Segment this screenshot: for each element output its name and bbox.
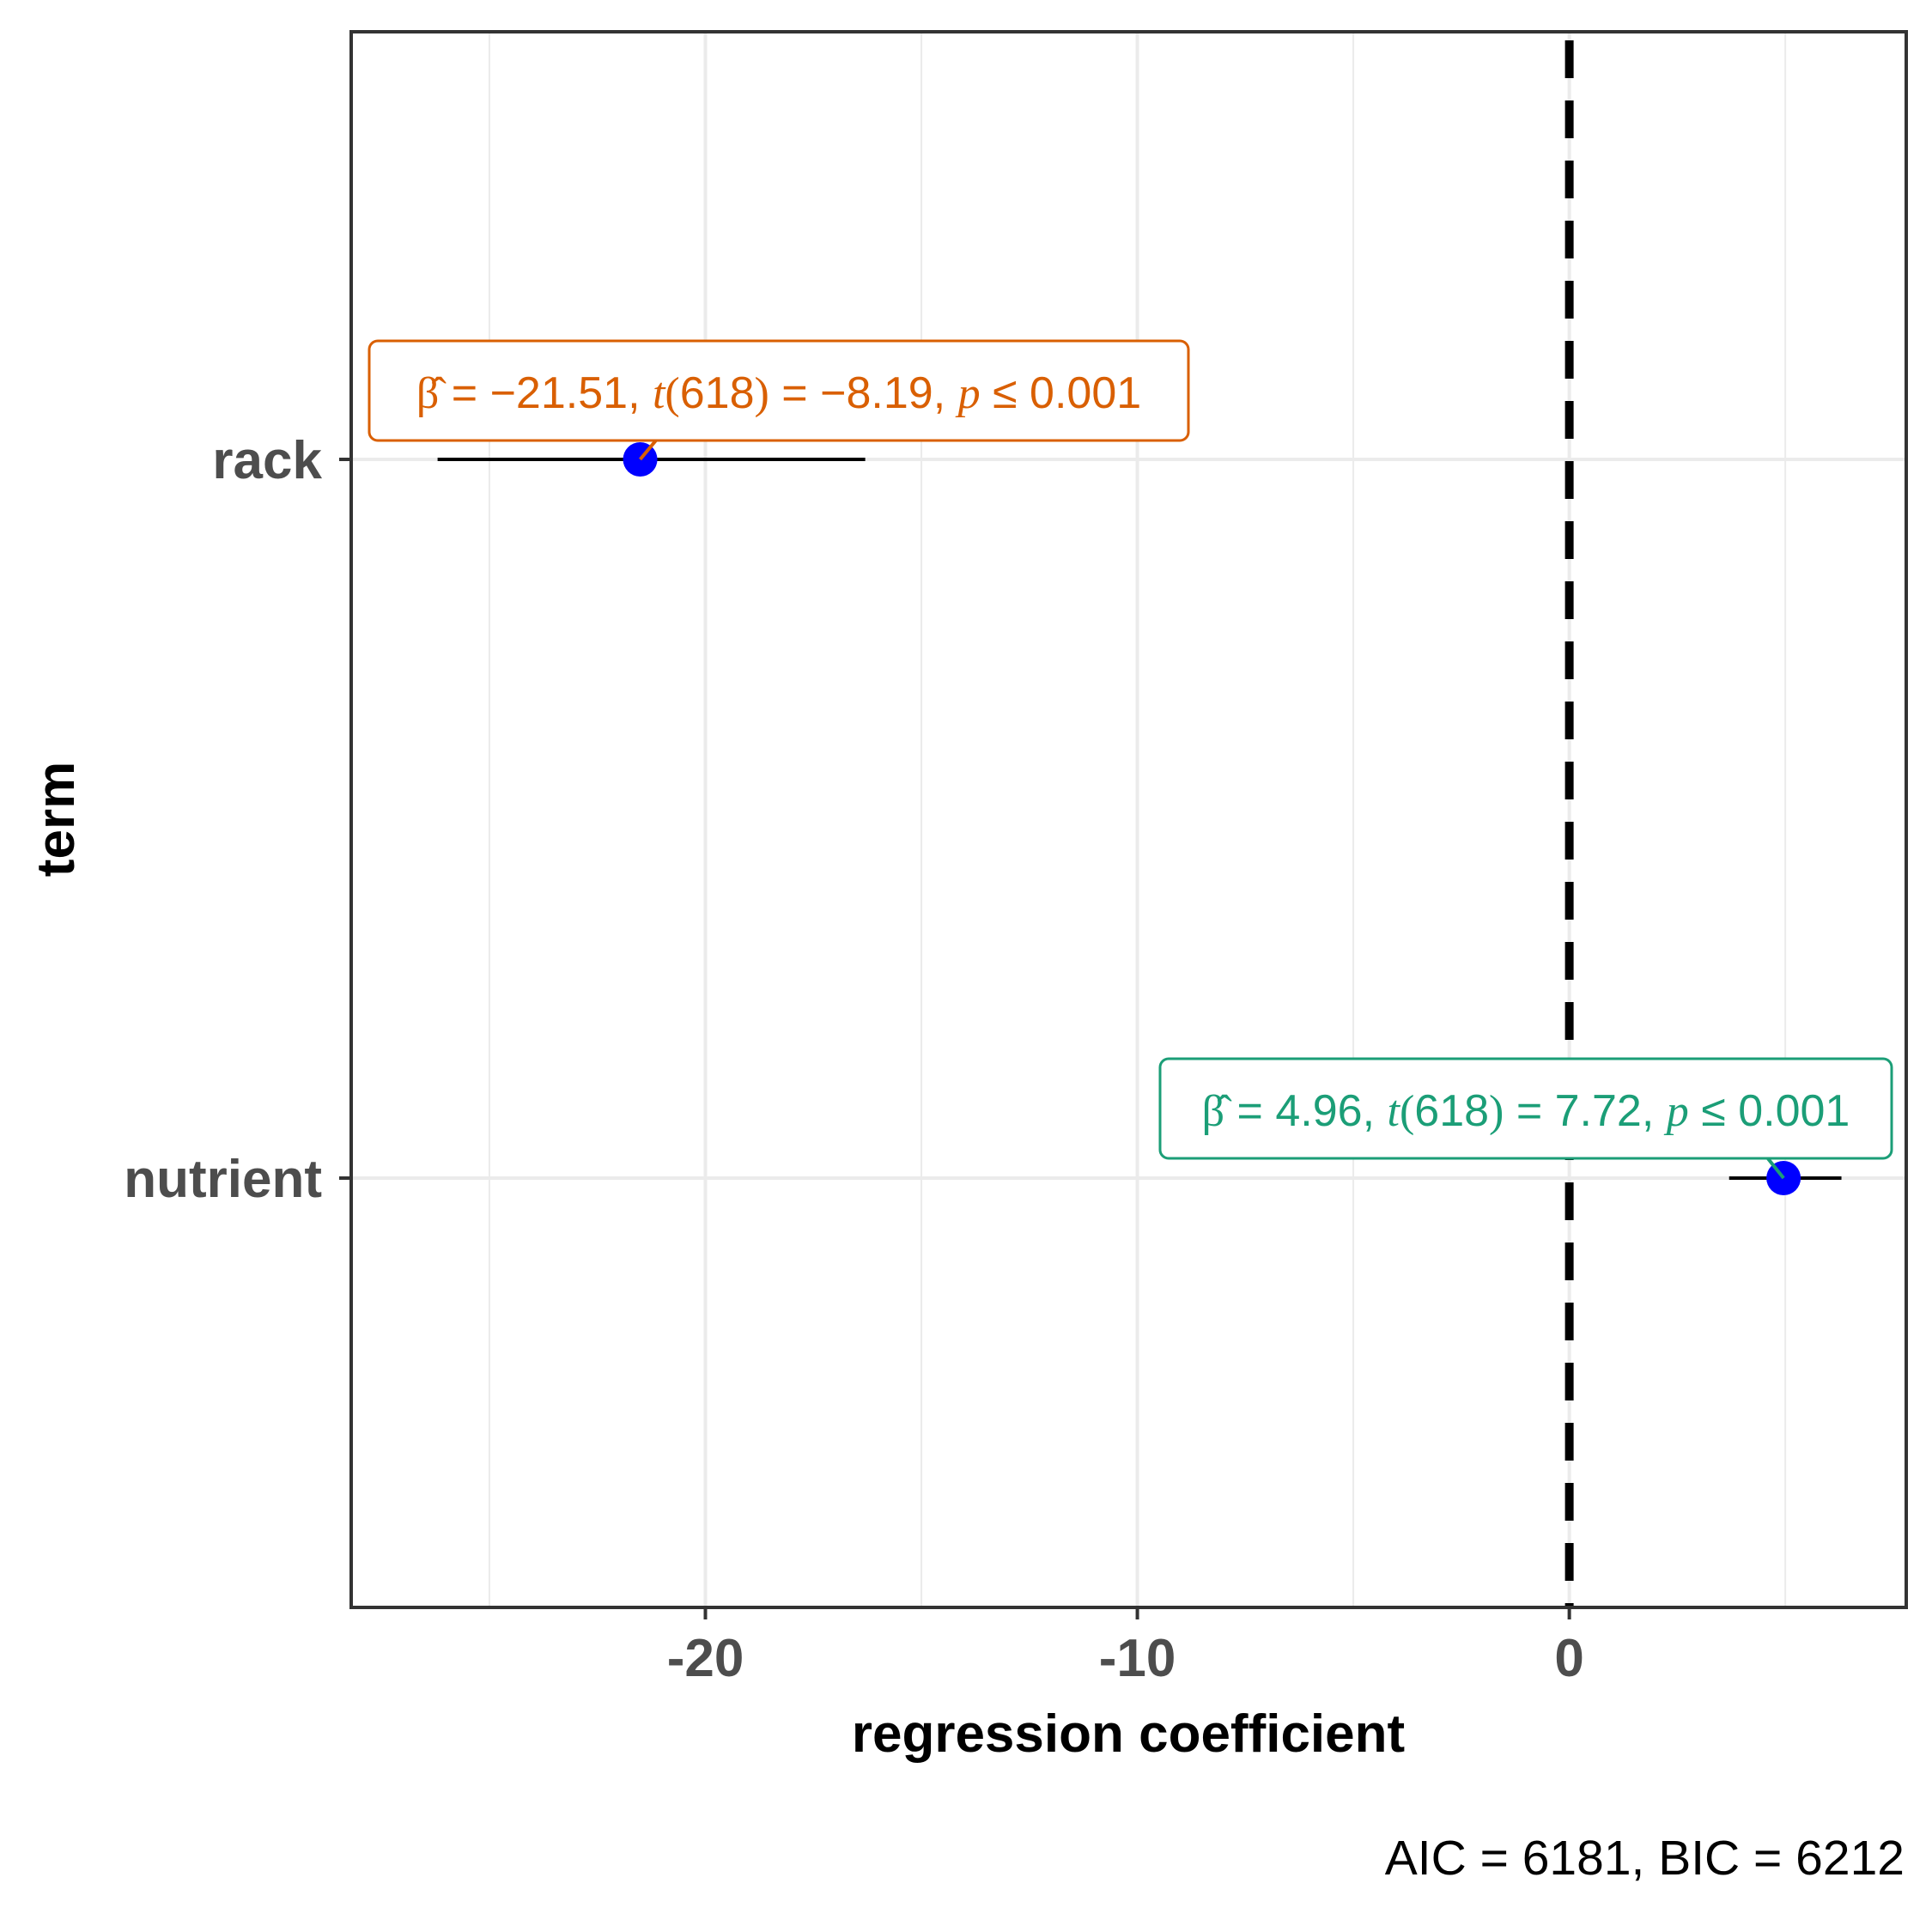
label-leader-rack: [639, 437, 659, 461]
y-axis-title: term: [27, 762, 86, 877]
label-box-rack: [368, 339, 1190, 442]
coefficient-label-rack: β̂ = −21.51, t(618) = −8.19, p ≤ 0.001: [368, 339, 1190, 461]
y-axis-ticks: rack nutrient: [124, 431, 351, 1209]
x-axis-title: regression coefficient: [852, 1704, 1405, 1764]
panel-border: [349, 30, 1908, 1609]
y-tick-label-nutrient: nutrient: [124, 1150, 322, 1209]
x-tick-label: 0: [1554, 1629, 1583, 1688]
y-tick-label-rack: rack: [212, 431, 322, 490]
x-axis-ticks: -20 -10 0: [667, 1607, 1584, 1688]
coefficient-labels: β̂ = −21.51, t(618) = −8.19, p ≤ 0.001 β̂…: [368, 339, 1893, 1180]
x-tick-label: -20: [667, 1629, 744, 1688]
caption: AIC = 6181, BIC = 6212: [1385, 1831, 1905, 1886]
label-leader-nutrient: [1765, 1155, 1785, 1180]
coefficient-label-nutrient: β̂ = 4.96, t(618) = 7.72, p ≤ 0.001: [1158, 1057, 1893, 1180]
label-text-rack: β̂ = −21.51, t(618) = −8.19, p ≤ 0.001: [416, 368, 1141, 418]
x-tick-label: -10: [1099, 1629, 1176, 1688]
label-text-nutrient: β̂ = 4.96, t(618) = 7.72, p ≤ 0.001: [1202, 1086, 1850, 1136]
label-box-nutrient: [1158, 1057, 1893, 1160]
